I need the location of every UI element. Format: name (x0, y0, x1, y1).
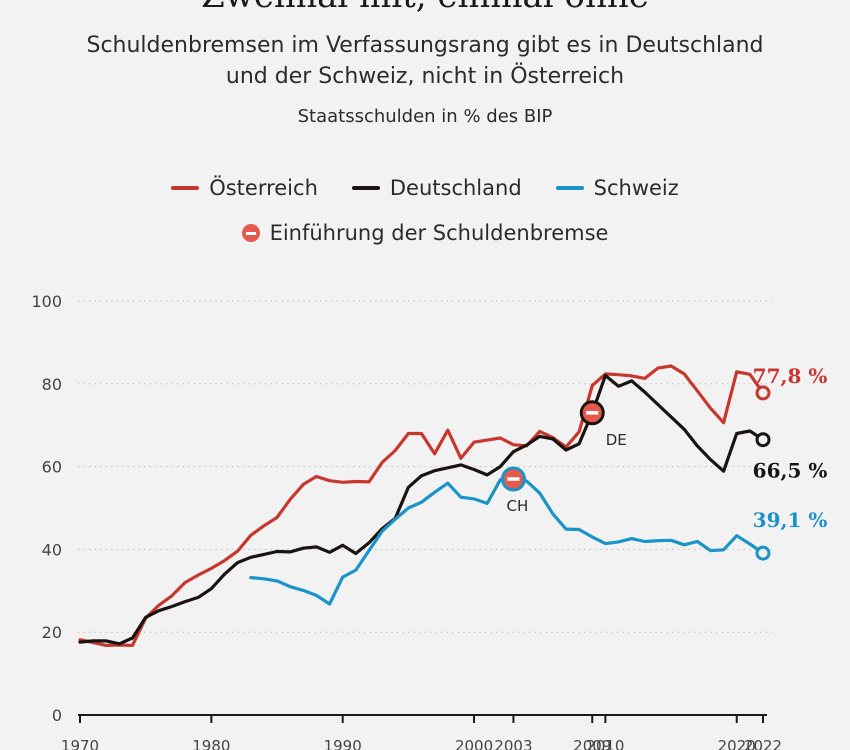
x-tick-label-1990: 1990 (324, 737, 362, 750)
y-tick-label-20: 20 (42, 623, 62, 642)
x-tick-label-2020: 2020 (718, 737, 756, 750)
end-marker-deutschland (755, 432, 771, 448)
end-label-osterreich: 77,8 % (753, 364, 828, 388)
no-entry-icon (241, 224, 260, 242)
schuldenbremse-bar-de (586, 410, 599, 415)
x-tick-label-1980: 1980 (192, 737, 230, 750)
legend-label-schuldenbremse: Einführung der Schuldenbremse (269, 221, 609, 245)
y-tick-label-0: 0 (52, 706, 62, 725)
x-tick-label-2003: 2003 (494, 737, 532, 750)
legend-item-schuldenbremse: Einführung der Schuldenbremse (241, 221, 609, 245)
x-tick-label-2009: 2009 (573, 737, 611, 750)
end-label-schweiz: 39,1 % (753, 508, 828, 532)
chart-title: Zweimal mit, einmal ohne (0, 0, 850, 16)
legend-swatch-deutschland (351, 186, 380, 190)
y-tick-label-60: 60 (42, 458, 62, 477)
x-tick-label-2000: 2000 (455, 737, 493, 750)
end-marker-schweiz (755, 545, 771, 561)
end-label-deutschland: 66,5 % (753, 459, 828, 483)
chart-subtitle: Schuldenbremsen im Verfassungsrang gibt … (0, 30, 850, 92)
x-tick-label-2010: 2010 (586, 737, 624, 750)
series-line-schweiz (249, 474, 765, 606)
x-tick-label-2022: 2022 (744, 737, 782, 750)
legend-label-oesterreich: Österreich (209, 176, 318, 200)
end-marker-osterreich (755, 385, 771, 401)
series-line-deutschland (78, 373, 765, 646)
legend-swatch-oesterreich (171, 186, 200, 190)
legend-label-schweiz: Schweiz (593, 176, 679, 200)
legend: Österreich Deutschland Schweiz (0, 176, 850, 200)
schuldenbremse-label-ch: CH (507, 497, 529, 515)
schuldenbremse-label-de: DE (606, 431, 627, 449)
subtitle-line-1: Schuldenbremsen im Verfassungsrang gibt … (86, 33, 764, 58)
legend-item-deutschland: Deutschland (351, 176, 522, 200)
legend-marker-row: Einführung der Schuldenbremse (0, 221, 850, 245)
y-tick-label-80: 80 (42, 375, 62, 394)
units-label: Staatsschulden in % des BIP (297, 106, 553, 127)
schuldenbremse-bar-ch (507, 477, 520, 481)
y-tick-label-40: 40 (42, 540, 62, 559)
subtitle-line-2: und der Schweiz, nicht in Österreich (225, 64, 625, 89)
legend-item-oesterreich: Österreich (171, 176, 318, 200)
x-tick-label-1970: 1970 (61, 737, 99, 750)
series-line-osterreich (78, 364, 765, 648)
legend-item-schweiz: Schweiz (555, 176, 679, 200)
y-tick-label-100: 100 (31, 292, 62, 311)
legend-swatch-schweiz (555, 186, 584, 190)
legend-label-deutschland: Deutschland (389, 176, 522, 200)
